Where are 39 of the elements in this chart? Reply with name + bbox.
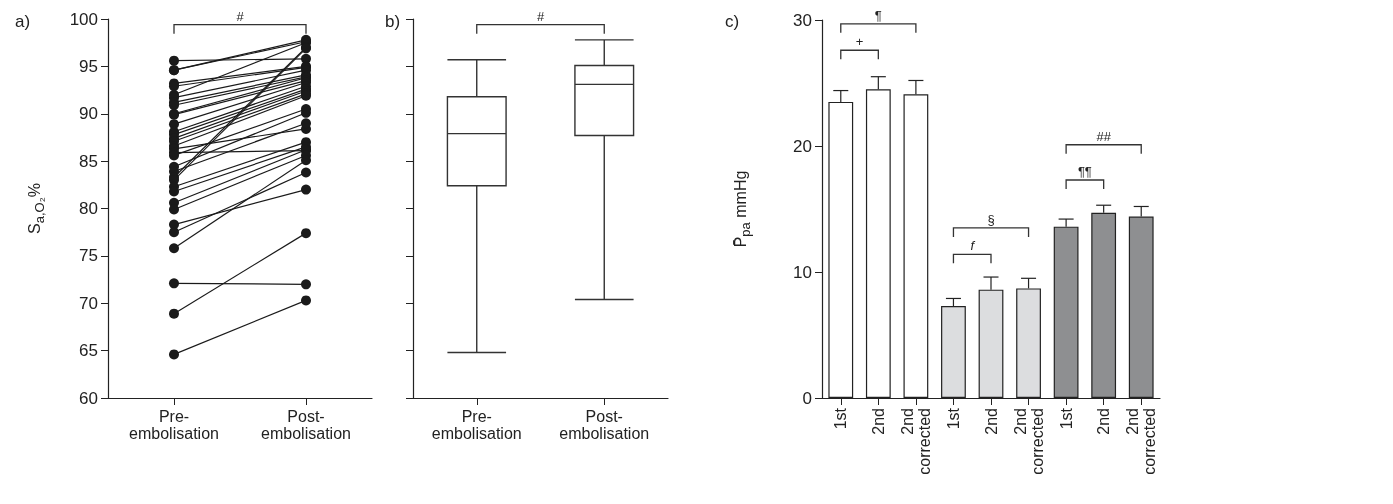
y-tick-label: 70: [79, 293, 98, 313]
y-tick-label: 30: [793, 10, 812, 30]
chart-title: c): [725, 12, 740, 31]
y-tick-label: 60: [79, 388, 98, 408]
annotation: ¶¶: [1077, 164, 1092, 180]
y-tick-label: 20: [793, 136, 812, 156]
y-tick-label: 75: [79, 246, 98, 266]
x-tick-label: Post- embolisation: [559, 408, 650, 442]
y-tick-label: 65: [79, 341, 98, 361]
annotation: §: [987, 211, 995, 227]
y-tick-label: 0: [802, 388, 812, 408]
annotation: +: [855, 34, 864, 50]
chart-title: a): [15, 12, 31, 31]
annotation: ##: [1096, 128, 1112, 144]
annotation: #: [236, 8, 245, 24]
x-tick-label: 2nd corrected: [1124, 408, 1159, 475]
y-tick-label: 90: [79, 104, 98, 124]
y-axis-title: P̄pa mmHg: [732, 170, 753, 248]
y-tick-label: 95: [79, 56, 98, 76]
x-tick-label: Pre- embolisation: [129, 408, 219, 442]
annotation: f: [970, 238, 976, 254]
x-tick-label: 2nd corrected: [898, 408, 933, 475]
y-tick-label: 85: [79, 151, 98, 171]
y-tick-label: 80: [79, 199, 98, 218]
x-tick-label: Pre- embolisation: [431, 408, 522, 442]
y-tick-label: 100: [69, 9, 98, 29]
y-axis-title: Sa,O₂%: [26, 183, 47, 234]
chart-title: b): [385, 12, 401, 31]
x-tick-label: 2nd: [982, 408, 1000, 435]
annotation: ¶: [874, 7, 882, 23]
x-tick-label: 1st: [1057, 407, 1075, 430]
x-tick-label: 2nd corrected: [1011, 408, 1046, 475]
y-tick-label: 10: [793, 262, 812, 282]
x-tick-label: 1st: [944, 407, 962, 430]
x-tick-label: 1st: [832, 407, 850, 430]
x-tick-label: Post- embolisation: [261, 408, 351, 442]
x-tick-label: 2nd: [1095, 408, 1113, 435]
x-tick-label: 2nd: [869, 408, 887, 435]
annotation: #: [536, 8, 545, 24]
